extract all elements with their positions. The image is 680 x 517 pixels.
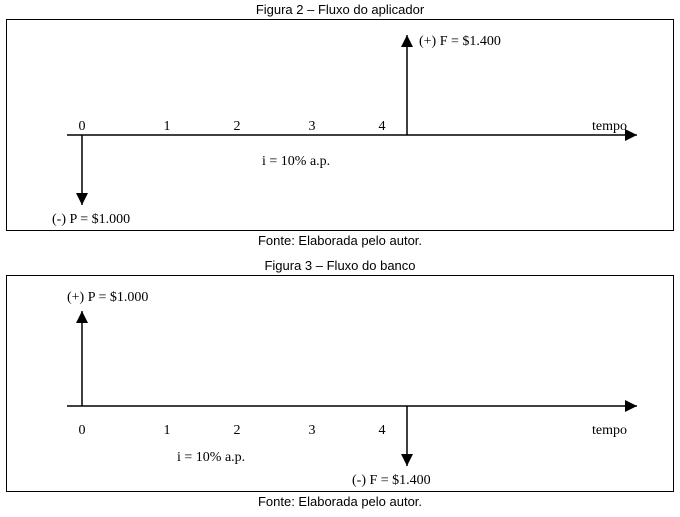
up-arrow-f-label: (+) F = $1.400: [419, 34, 501, 49]
tick-0: 0: [79, 423, 86, 438]
down-arrow-p-label: (-) P = $1.000: [52, 212, 130, 227]
rate-label: i = 10% a.p.: [177, 450, 245, 465]
figure2-title: Figura 2 – Fluxo do aplicador: [0, 0, 680, 19]
tick-4: 4: [379, 119, 386, 134]
down-arrow-f-label: (-) F = $1.400: [352, 473, 431, 488]
up-arrow-p-label: (+) P = $1.000: [67, 290, 148, 305]
figure2-svg: 0 1 2 3 4 tempo i = 10% a.p. (+) F = $1.…: [7, 20, 673, 230]
tick-1: 1: [164, 423, 171, 438]
figure3-svg: 0 1 2 3 4 tempo i = 10% a.p. (+) P = $1.…: [7, 276, 673, 491]
figure3-source: Fonte: Elaborada pelo autor.: [0, 492, 680, 517]
tick-1: 1: [164, 119, 171, 134]
figure3-panel: 0 1 2 3 4 tempo i = 10% a.p. (+) P = $1.…: [6, 275, 674, 492]
down-arrow-f-head: [401, 454, 413, 466]
time-label: tempo: [592, 119, 627, 134]
tick-4: 4: [379, 423, 386, 438]
up-arrow-p-head: [76, 311, 88, 323]
figure2-source: Fonte: Elaborada pelo autor.: [0, 231, 680, 256]
tick-0: 0: [79, 119, 86, 134]
down-arrow-p-head: [76, 193, 88, 205]
tick-3: 3: [309, 119, 316, 134]
up-arrow-f-head: [401, 35, 413, 47]
figure2-panel: 0 1 2 3 4 tempo i = 10% a.p. (+) F = $1.…: [6, 19, 674, 231]
figure3-title: Figura 3 – Fluxo do banco: [0, 256, 680, 275]
tick-2: 2: [234, 423, 241, 438]
rate-label: i = 10% a.p.: [262, 154, 330, 169]
tick-2: 2: [234, 119, 241, 134]
tick-3: 3: [309, 423, 316, 438]
time-label: tempo: [592, 423, 627, 438]
time-axis-arrowhead: [625, 400, 637, 412]
